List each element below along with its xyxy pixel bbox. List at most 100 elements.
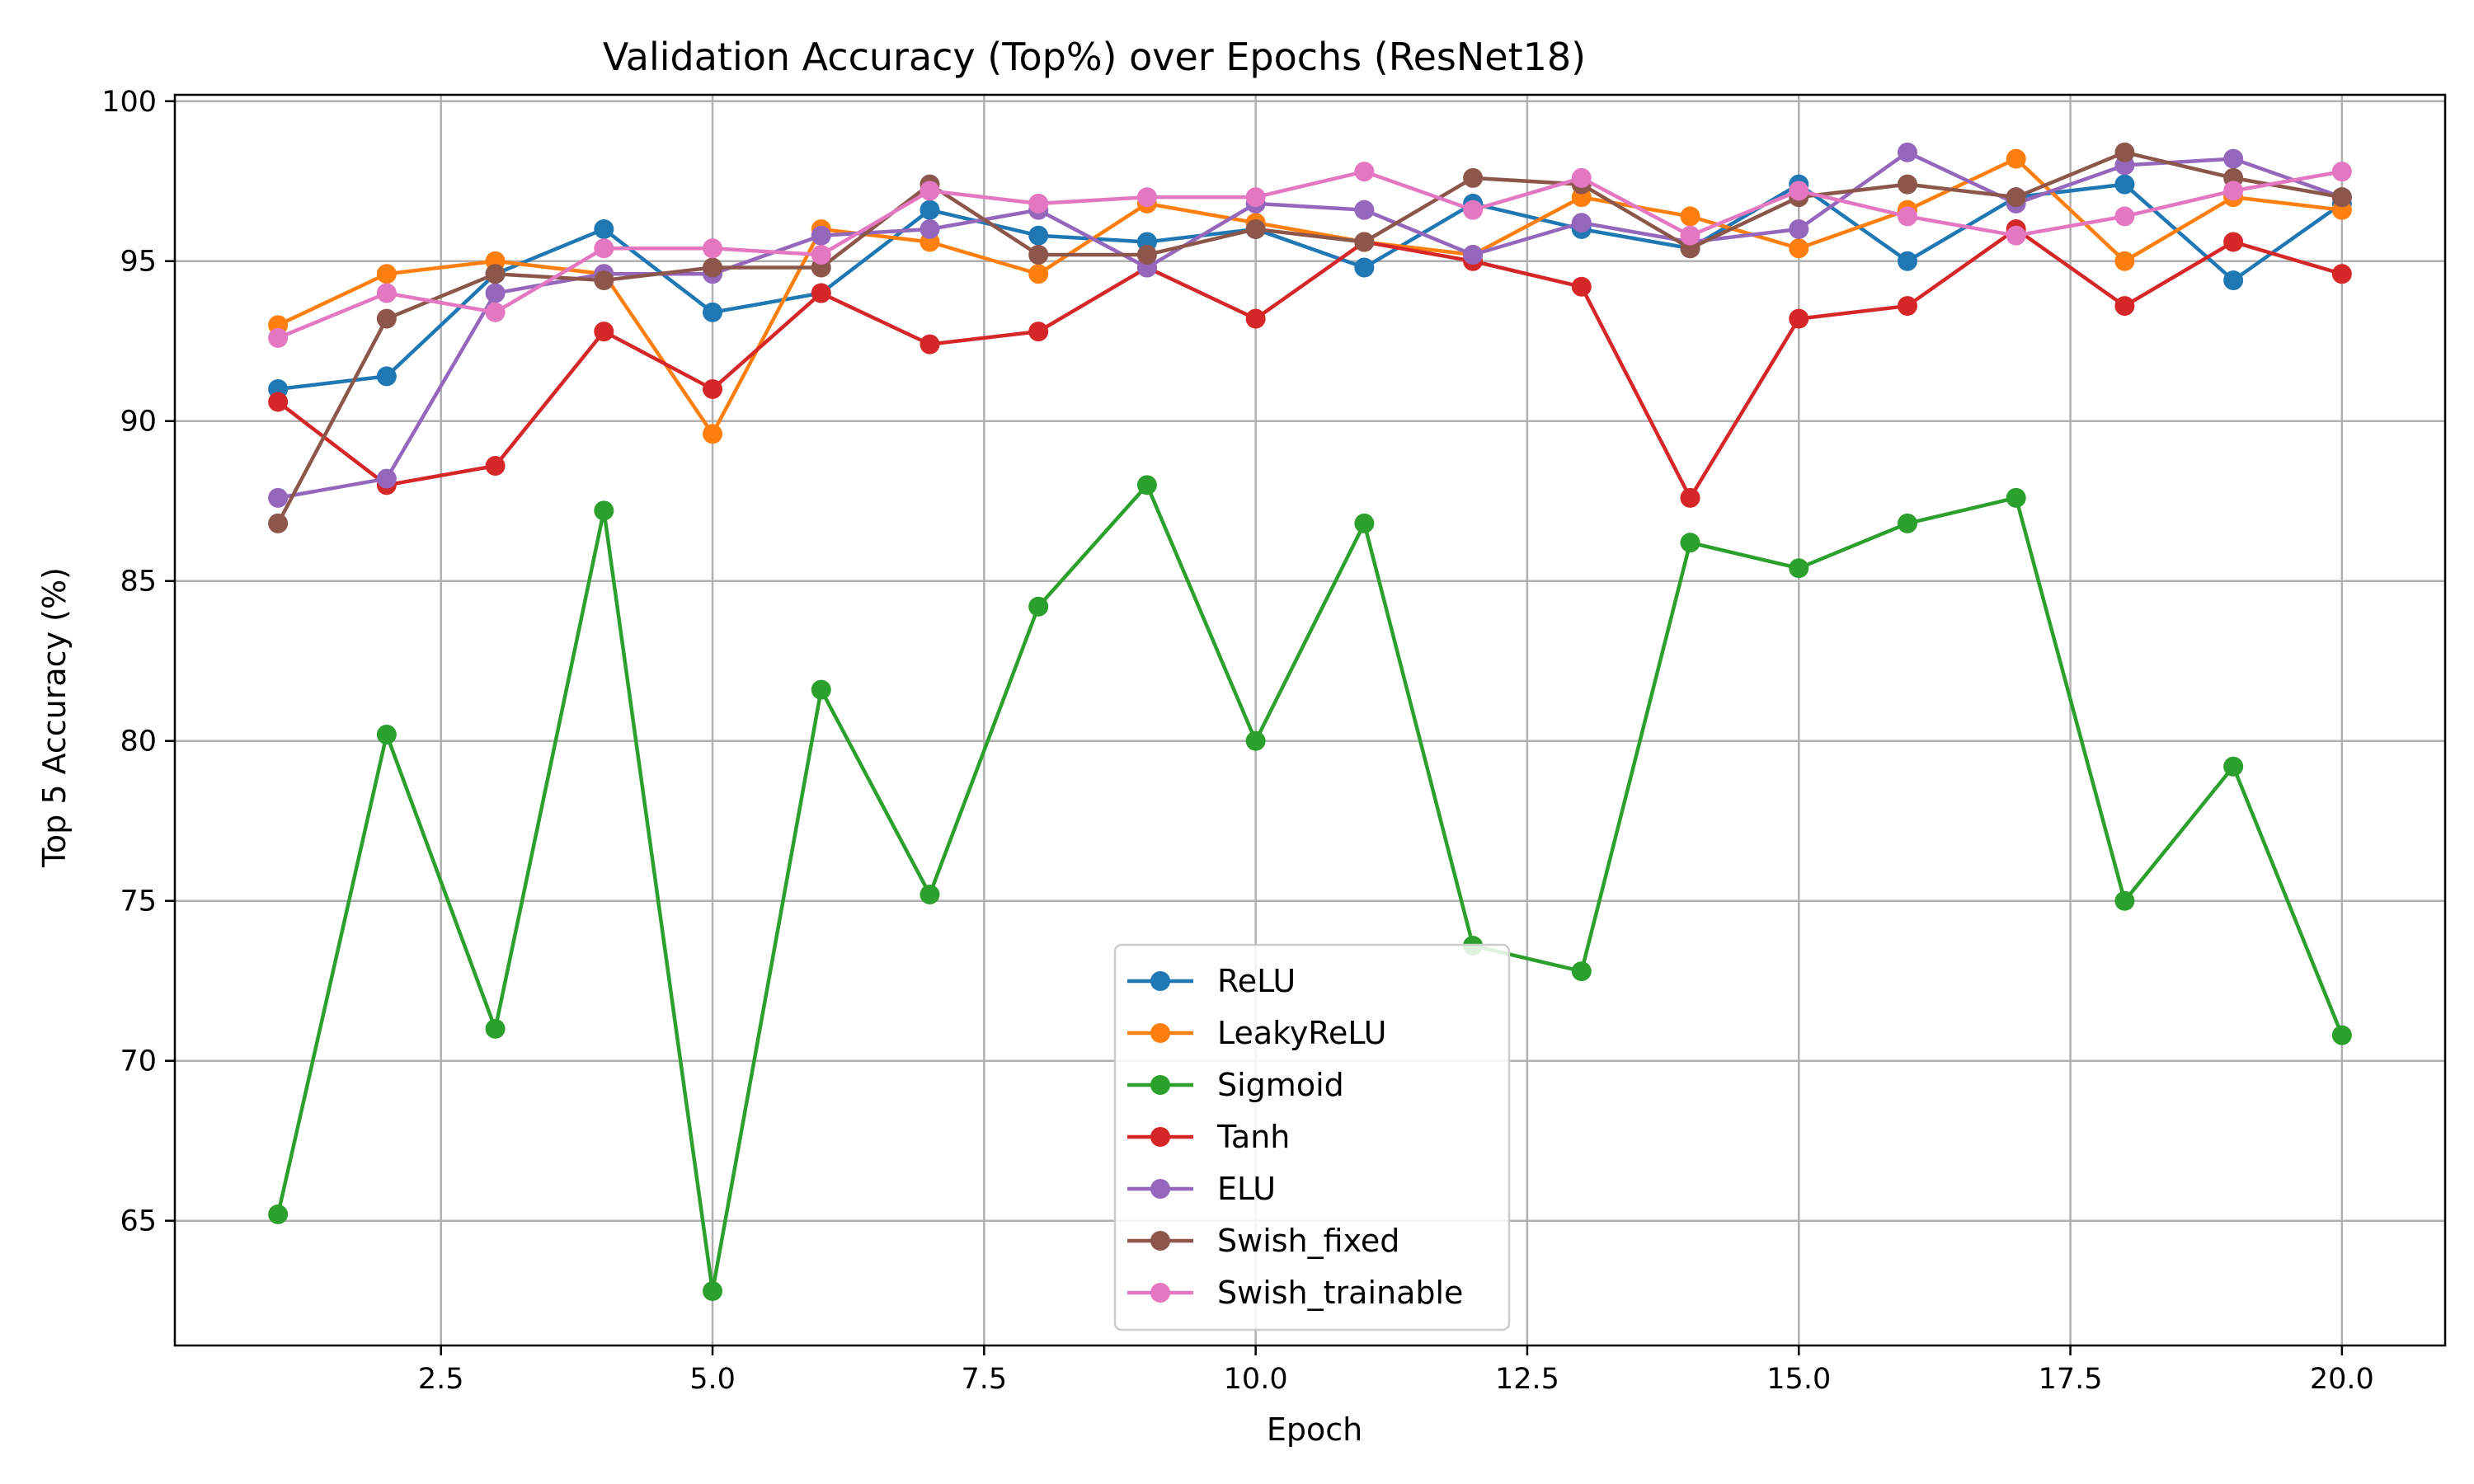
- data-point-swish-trainable: [1245, 187, 1266, 208]
- data-point-tanh: [1897, 296, 1917, 317]
- data-point-swish-fixed: [268, 513, 289, 533]
- legend-marker: [1150, 1283, 1170, 1303]
- data-point-swish-fixed: [376, 308, 397, 329]
- data-point-swish-trainable: [703, 238, 723, 259]
- x-tick-label: 12.5: [1495, 1363, 1559, 1396]
- data-point-sigmoid: [703, 1281, 723, 1302]
- data-point-swish-fixed: [1354, 232, 1375, 252]
- legend-item: Swish_fixed: [1127, 1223, 1399, 1259]
- data-point-sigmoid: [811, 679, 831, 700]
- data-point-swish-trainable: [2331, 162, 2352, 182]
- legend-label: Tanh: [1216, 1119, 1290, 1155]
- data-point-sigmoid: [2223, 756, 2244, 777]
- data-point-leakyrelu: [1789, 238, 1809, 259]
- data-point-swish-fixed: [1897, 174, 1917, 195]
- data-point-sigmoid: [920, 884, 940, 904]
- legend-label: Swish_fixed: [1217, 1223, 1399, 1259]
- y-axis: 65 70 75 80 85 90 95 100: [101, 86, 175, 1238]
- data-point-elu: [1571, 213, 1592, 233]
- data-point-swish-fixed: [703, 257, 723, 278]
- data-point-tanh: [1028, 322, 1049, 342]
- y-axis-title: Top 5 Accuracy (%): [36, 567, 73, 868]
- y-tick-label: 70: [120, 1045, 157, 1078]
- data-point-swish-trainable: [920, 181, 940, 201]
- series-line-relu: [277, 182, 2344, 392]
- legend-marker: [1150, 971, 1170, 991]
- data-point-sigmoid: [2331, 1025, 2352, 1045]
- series-sigmoid: [268, 475, 2352, 1302]
- series-line-swish-fixed: [276, 150, 2343, 524]
- legend: ReLU LeakyReLU Sigmoid Tanh ELU Swish_fixed Sw…: [1113, 943, 1511, 1331]
- y-tick-label: 85: [120, 566, 157, 599]
- data-point-leakyrelu: [703, 424, 723, 444]
- legend-item: Sigmoid: [1127, 1067, 1344, 1103]
- legend-item: Tanh: [1127, 1119, 1290, 1155]
- legend-item: LeakyReLU: [1127, 1015, 1386, 1051]
- data-point-tanh: [2114, 296, 2135, 317]
- data-point-sigmoid: [485, 1018, 506, 1039]
- legend-label: ReLU: [1217, 963, 1296, 999]
- data-point-elu: [2223, 148, 2244, 169]
- legend-marker: [1150, 1231, 1170, 1251]
- legend-label: Sigmoid: [1217, 1067, 1344, 1103]
- x-tick-label: 17.5: [2039, 1363, 2103, 1396]
- data-point-leakyrelu: [376, 264, 397, 284]
- data-point-tanh: [2223, 232, 2244, 252]
- data-point-swish-trainable: [2223, 181, 2244, 201]
- series-line-swish-trainable: [277, 169, 2343, 340]
- data-point-swish-trainable: [1136, 187, 1157, 208]
- data-point-swish-fixed: [1245, 218, 1266, 239]
- data-point-leakyrelu: [1680, 206, 1700, 227]
- data-point-tanh: [1789, 308, 1809, 329]
- data-point-tanh: [485, 456, 506, 477]
- data-point-swish-trainable: [268, 327, 289, 348]
- data-point-swish-trainable: [1789, 181, 1809, 201]
- data-point-swish-fixed: [2006, 187, 2026, 208]
- legend-item: ReLU: [1127, 963, 1296, 999]
- data-point-swish-fixed: [1463, 167, 1484, 188]
- data-point-elu: [268, 487, 289, 508]
- data-point-relu: [1354, 257, 1375, 278]
- data-point-sigmoid: [1136, 475, 1157, 495]
- legend-label: Swish_trainable: [1217, 1275, 1463, 1311]
- x-tick-label: 2.5: [418, 1363, 464, 1396]
- series-line-tanh: [276, 227, 2343, 500]
- data-point-sigmoid: [1680, 533, 1700, 553]
- legend-label: LeakyReLU: [1217, 1015, 1386, 1051]
- y-tick-label: 80: [120, 726, 157, 758]
- data-point-relu: [376, 366, 397, 387]
- legend-label: ELU: [1217, 1171, 1276, 1207]
- x-tick-label: 15.0: [1766, 1363, 1831, 1396]
- data-point-sigmoid: [2006, 487, 2026, 508]
- legend-marker: [1150, 1023, 1170, 1043]
- data-point-sigmoid: [376, 724, 397, 744]
- data-point-sigmoid: [1897, 513, 1917, 533]
- data-point-tanh: [1571, 276, 1592, 297]
- data-point-swish-trainable: [376, 283, 397, 303]
- data-point-leakyrelu: [1028, 264, 1049, 284]
- y-tick-label: 95: [120, 246, 157, 279]
- data-point-tanh: [811, 283, 831, 303]
- data-point-tanh: [1680, 487, 1700, 508]
- chart-title: Validation Accuracy (Top%) over Epochs (…: [603, 35, 1586, 79]
- data-point-relu: [920, 200, 940, 220]
- data-point-swish-trainable: [485, 302, 506, 322]
- y-tick-label: 100: [101, 86, 157, 119]
- x-tick-label: 10.0: [1224, 1363, 1288, 1396]
- legend-marker: [1150, 1127, 1170, 1147]
- legend-item: ELU: [1127, 1171, 1276, 1207]
- data-point-tanh: [703, 378, 723, 399]
- data-point-sigmoid: [2114, 890, 2135, 911]
- legend-marker: [1150, 1075, 1170, 1095]
- data-point-swish-fixed: [485, 264, 506, 284]
- data-point-relu: [594, 218, 614, 239]
- y-tick-label: 75: [120, 885, 157, 918]
- data-point-tanh: [268, 392, 289, 412]
- data-point-swish-fixed: [594, 270, 614, 291]
- data-point-relu: [703, 302, 723, 322]
- data-point-tanh: [1245, 308, 1266, 329]
- data-point-swish-trainable: [594, 238, 614, 259]
- data-point-elu: [1463, 244, 1484, 265]
- data-point-sigmoid: [268, 1204, 289, 1224]
- data-point-elu: [1897, 142, 1917, 162]
